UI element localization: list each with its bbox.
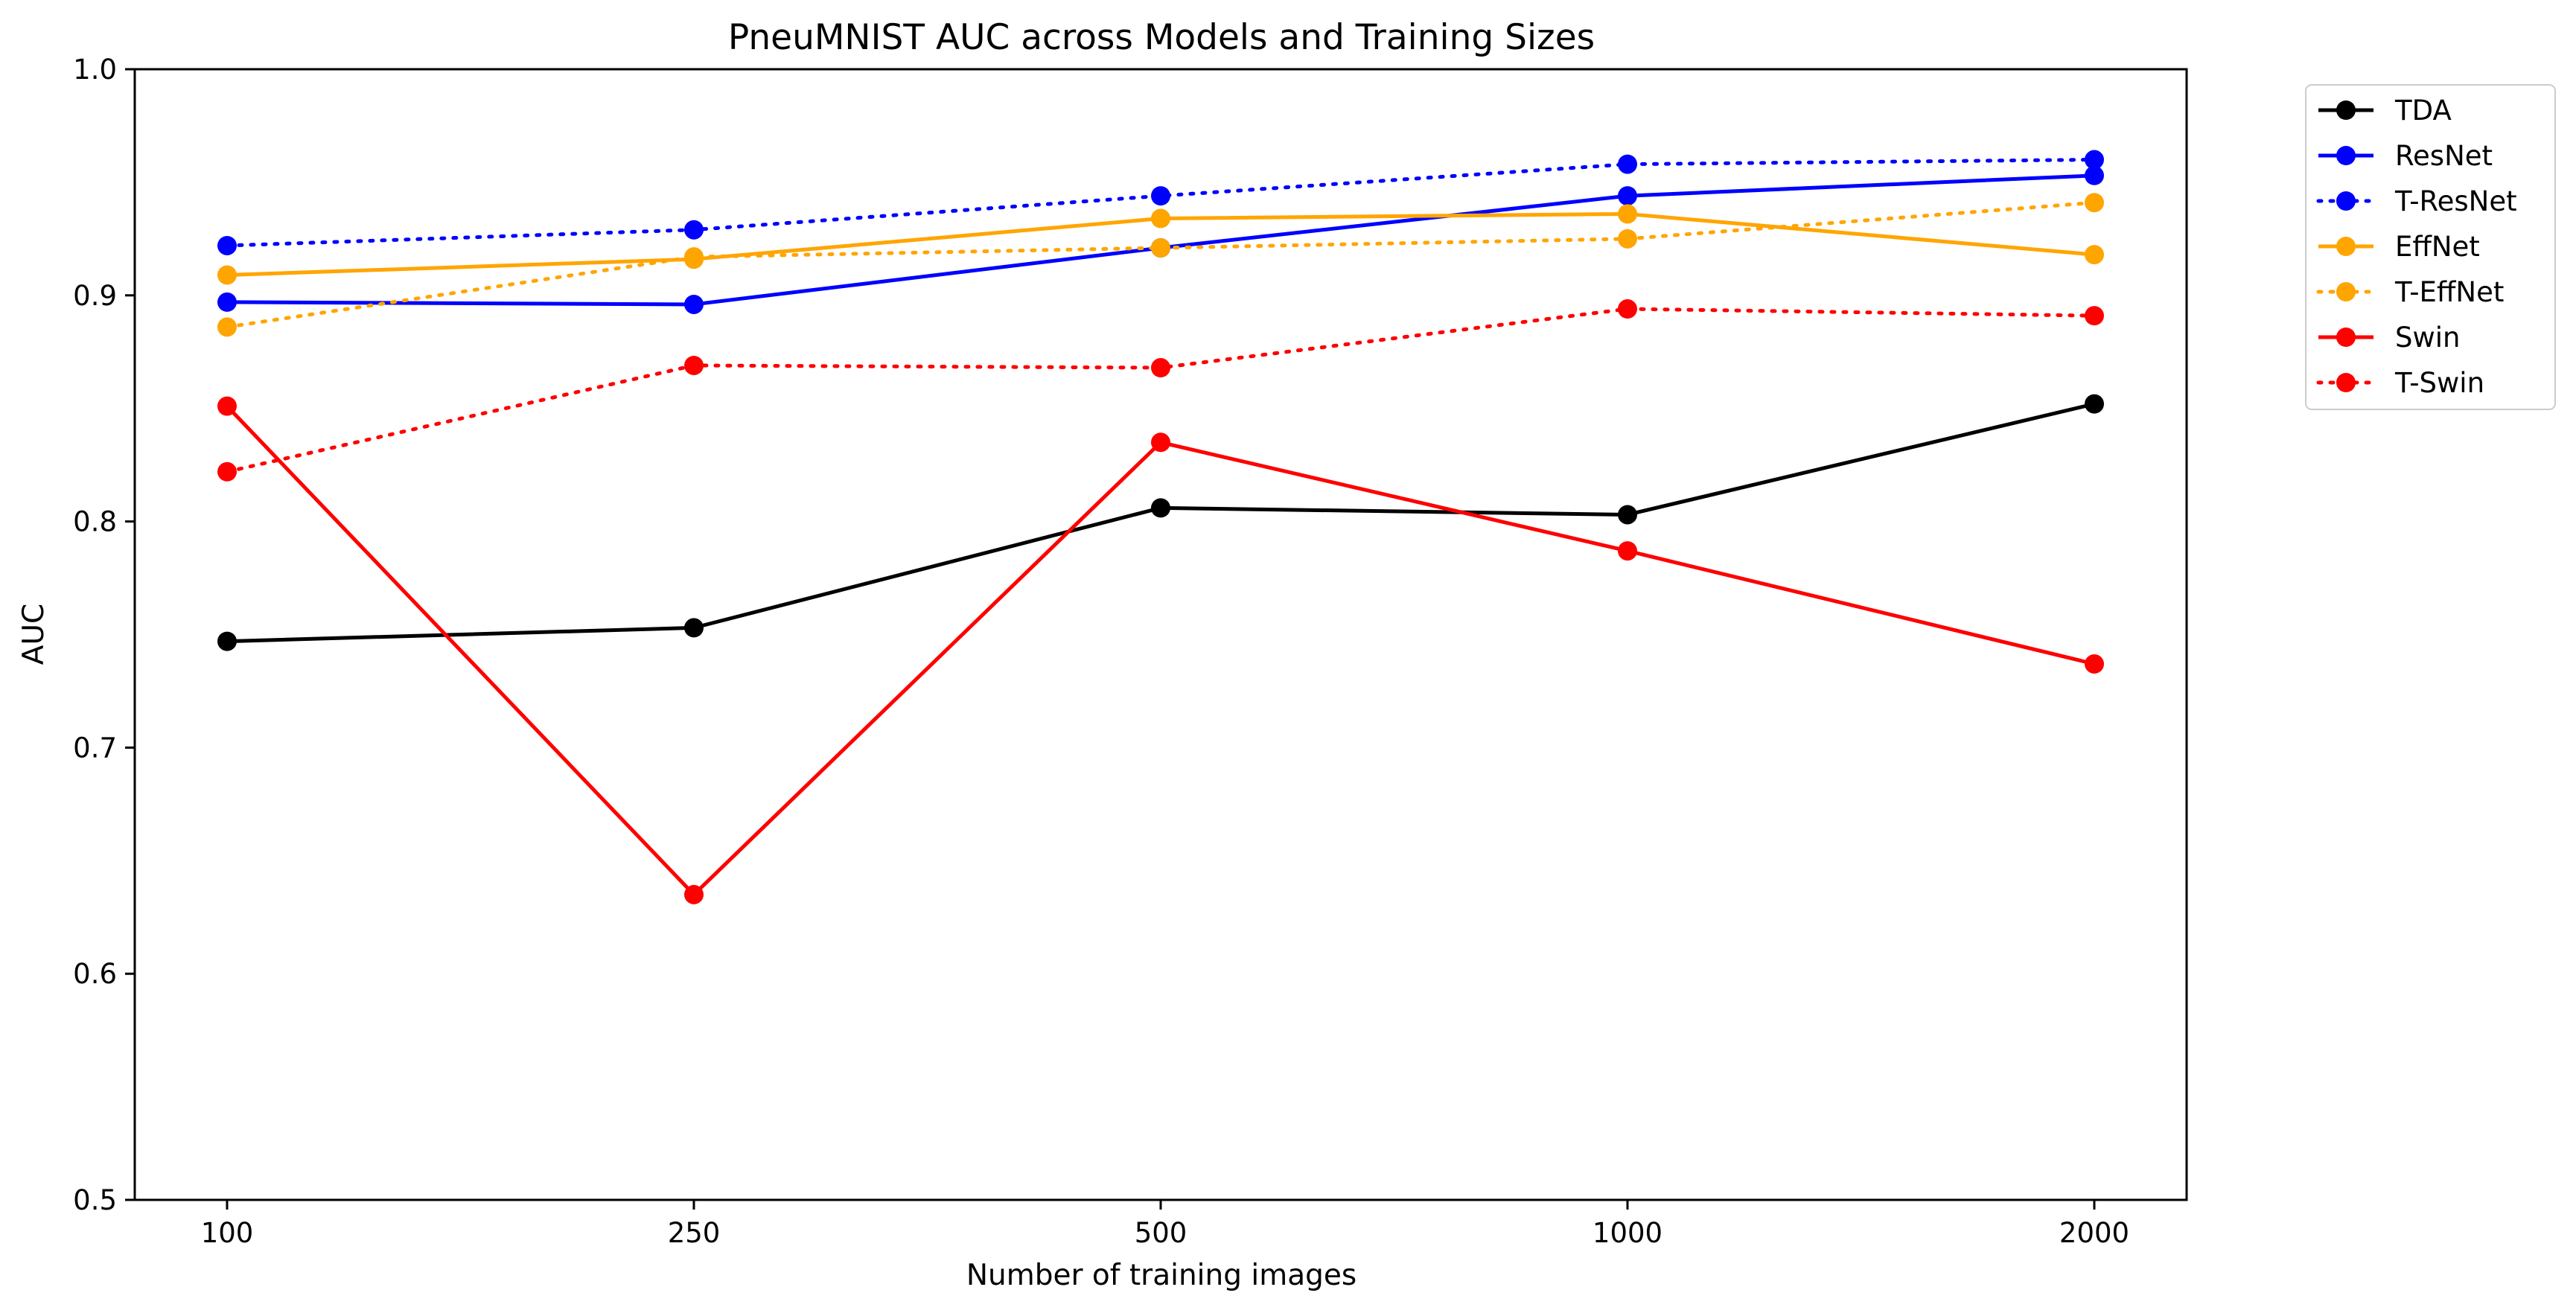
- data-point-t-swin: [1151, 358, 1170, 378]
- legend-marker-t-resnet: [2336, 191, 2356, 211]
- data-point-t-effnet: [2085, 193, 2104, 213]
- legend-items: TDA ResNet T-ResNet EffNet T-EffNet Swin T-Swi…: [2316, 95, 2517, 399]
- data-point-resnet: [217, 292, 237, 312]
- legend-item-swin: Swin: [2318, 322, 2460, 354]
- data-point-t-effnet: [1151, 238, 1170, 258]
- data-point-effnet: [2085, 245, 2104, 265]
- y-tick-label: 0.9: [73, 280, 117, 312]
- legend: TDA ResNet T-ResNet EffNet T-EffNet Swin T-Swi…: [2305, 84, 2556, 410]
- data-point-tda: [684, 618, 704, 638]
- data-point-t-swin: [684, 355, 704, 375]
- legend-marker-swin: [2336, 328, 2356, 347]
- data-point-t-resnet: [217, 235, 237, 255]
- y-tick-label: 0.5: [73, 1184, 117, 1216]
- data-point-effnet: [217, 265, 237, 285]
- series-swin: [217, 396, 2104, 904]
- chart-title: PneuMNIST AUC across Models and Training…: [728, 17, 1595, 58]
- data-point-t-effnet: [217, 317, 237, 337]
- legend-marker-effnet: [2336, 237, 2356, 256]
- series-tda: [217, 394, 2104, 651]
- data-point-effnet: [1151, 208, 1170, 229]
- legend-item-resnet: ResNet: [2318, 140, 2493, 172]
- data-point-swin: [684, 884, 704, 904]
- y-tick-label: 0.6: [73, 958, 117, 990]
- legend-label-swin: Swin: [2395, 322, 2460, 354]
- legend-item-effnet: EffNet: [2318, 231, 2480, 263]
- legend-label-effnet: EffNet: [2395, 231, 2480, 263]
- x-axis: 100 250 500 1000 2000: [201, 1200, 2129, 1249]
- data-point-t-resnet: [1151, 186, 1170, 206]
- x-tick-label: 500: [1135, 1217, 1187, 1249]
- x-axis-label: Number of training images: [966, 1259, 1356, 1292]
- data-point-swin: [2085, 654, 2104, 674]
- x-tick-label: 100: [201, 1217, 254, 1249]
- series-t-resnet: [217, 150, 2104, 255]
- series-line-t-resnet: [225, 158, 2097, 248]
- data-point-swin: [1618, 541, 1637, 561]
- data-point-tda: [2085, 394, 2104, 414]
- data-point-resnet: [1618, 186, 1637, 206]
- legend-item-t-resnet: T-ResNet: [2316, 185, 2517, 217]
- data-point-t-resnet: [684, 220, 704, 240]
- data-point-tda: [1618, 505, 1637, 525]
- y-tick-label: 0.8: [73, 506, 117, 538]
- data-point-t-resnet: [2085, 150, 2104, 170]
- legend-label-t-swin: T-Swin: [2394, 367, 2484, 399]
- legend-item-t-effnet: T-EffNet: [2316, 276, 2504, 308]
- data-point-effnet: [1618, 204, 1637, 224]
- data-point-swin: [217, 396, 237, 416]
- x-tick-label: 250: [668, 1217, 721, 1249]
- y-axis-label: AUC: [17, 604, 51, 665]
- legend-item-t-swin: T-Swin: [2316, 367, 2484, 399]
- legend-label-resnet: ResNet: [2395, 140, 2493, 172]
- legend-label-tda: TDA: [2394, 95, 2452, 127]
- y-tick-label: 0.7: [73, 732, 117, 764]
- data-point-t-effnet: [684, 247, 704, 267]
- series-t-effnet: [217, 193, 2104, 337]
- x-tick-label: 1000: [1593, 1217, 1662, 1249]
- data-point-tda: [1151, 498, 1170, 518]
- legend-item-tda: TDA: [2318, 95, 2452, 127]
- data-point-t-swin: [217, 461, 237, 482]
- legend-marker-t-effnet: [2336, 282, 2356, 301]
- legend-marker-t-swin: [2336, 373, 2356, 392]
- x-tick-label: 2000: [2059, 1217, 2129, 1249]
- series-t-swin: [217, 299, 2104, 482]
- data-point-t-swin: [2085, 306, 2104, 326]
- series-line-t-effnet: [225, 200, 2097, 329]
- legend-marker-tda: [2336, 100, 2356, 120]
- legend-label-t-resnet: T-ResNet: [2394, 185, 2517, 217]
- y-axis: 0.5 0.6 0.7 0.8 0.9 1.0: [73, 54, 135, 1216]
- data-point-t-effnet: [1618, 229, 1637, 249]
- data-point-t-swin: [1618, 299, 1637, 319]
- legend-label-t-effnet: T-EffNet: [2394, 276, 2504, 308]
- legend-frame: [2305, 84, 2556, 410]
- data-point-resnet: [684, 294, 704, 314]
- data-point-swin: [1151, 432, 1170, 453]
- data-point-tda: [217, 631, 237, 651]
- plot-series-group: [217, 150, 2104, 904]
- data-point-t-resnet: [1618, 154, 1637, 174]
- legend-marker-resnet: [2336, 146, 2356, 165]
- data-point-resnet: [2085, 165, 2104, 185]
- y-tick-label: 1.0: [73, 54, 117, 86]
